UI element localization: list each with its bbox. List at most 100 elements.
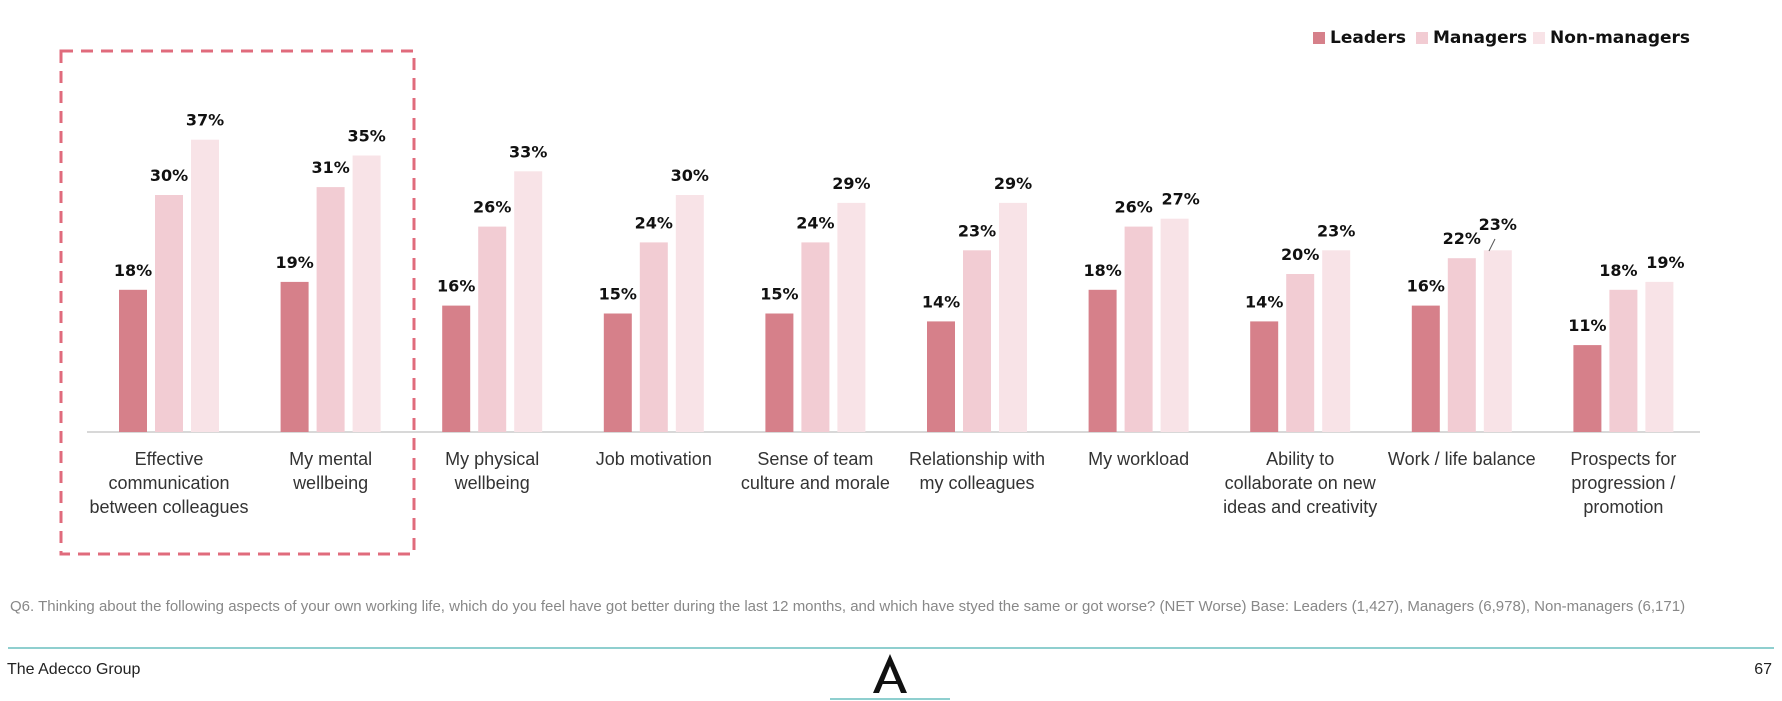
value-label-non-managers-9: 19% xyxy=(1646,253,1684,272)
bar-non-managers-9 xyxy=(1645,281,1674,432)
footnote: Q6. Thinking about the following aspects… xyxy=(10,598,1686,615)
page-number: 67 xyxy=(1754,661,1772,678)
category-label-line: culture and morale xyxy=(741,473,890,493)
category-label-line: Ability to xyxy=(1266,449,1334,469)
bar-non-managers-2 xyxy=(514,171,543,433)
bar-leaders-3 xyxy=(603,313,632,432)
category-label-line: wellbeing xyxy=(454,473,530,493)
bar-leaders-7 xyxy=(1250,321,1279,432)
category-label-6: My workload xyxy=(1088,449,1189,469)
category-label-0: Effective communication between colleagues xyxy=(89,449,248,517)
legend-swatch-managers xyxy=(1416,32,1428,44)
category-label-line: Work / life balance xyxy=(1388,449,1536,469)
category-label-line: Job motivation xyxy=(596,449,712,469)
bar-leaders-0 xyxy=(119,289,147,432)
value-label-leaders-7: 14% xyxy=(1245,292,1283,311)
bar-non-managers-0 xyxy=(191,139,219,432)
category-label-8: Work / life balance xyxy=(1388,449,1536,469)
bar-managers-3 xyxy=(639,242,668,432)
bar-managers-6 xyxy=(1124,226,1153,432)
value-label-non-managers-2: 33% xyxy=(509,142,547,161)
value-label-managers-8: 22% xyxy=(1443,229,1481,248)
bar-non-managers-7 xyxy=(1322,250,1351,432)
value-label-managers-3: 24% xyxy=(635,213,673,232)
bar-managers-4 xyxy=(801,242,830,432)
value-label-leaders-4: 15% xyxy=(760,285,798,304)
value-label-managers-7: 20% xyxy=(1281,245,1319,264)
category-label-line: Effective xyxy=(135,449,204,469)
legend-label-leaders: Leaders xyxy=(1330,28,1406,48)
value-label-managers-9: 18% xyxy=(1599,261,1637,280)
value-label-non-managers-7: 23% xyxy=(1317,221,1355,240)
bar-managers-5 xyxy=(963,250,991,432)
legend-swatch-non-managers xyxy=(1533,32,1545,44)
bar-non-managers-8 xyxy=(1483,250,1512,432)
value-label-non-managers-1: 35% xyxy=(347,127,385,146)
value-label-non-managers-8: 23% xyxy=(1479,215,1517,234)
value-label-non-managers-5: 29% xyxy=(994,174,1032,193)
category-label-line: wellbeing xyxy=(292,473,368,493)
category-label-line: between colleagues xyxy=(89,497,248,517)
highlight-box xyxy=(59,49,416,556)
value-label-leaders-9: 11% xyxy=(1568,316,1606,335)
value-label-managers-0: 30% xyxy=(150,166,188,185)
bar-non-managers-5 xyxy=(999,202,1027,432)
logo-underline xyxy=(830,698,950,700)
category-label-line: promotion xyxy=(1583,497,1663,517)
category-label-line: Prospects for xyxy=(1570,449,1676,469)
bar-non-managers-6 xyxy=(1160,218,1189,432)
category-label-line: collaborate on new xyxy=(1225,473,1377,493)
value-label-leaders-0: 18% xyxy=(114,261,152,280)
footer-divider xyxy=(8,647,1774,649)
label-leader-line xyxy=(1488,238,1496,252)
value-label-leaders-8: 16% xyxy=(1407,277,1445,296)
bar-non-managers-3 xyxy=(675,195,704,432)
bar-leaders-2 xyxy=(442,305,471,432)
bar-leaders-4 xyxy=(765,313,794,432)
legend-label-managers: Managers xyxy=(1433,28,1527,48)
value-label-non-managers-3: 30% xyxy=(671,166,709,185)
adecco-logo-icon xyxy=(873,654,907,693)
bar-leaders-1 xyxy=(280,281,309,432)
legend: Leaders Managers Non-managers xyxy=(1313,28,1690,48)
category-label-7: Ability to collaborate on new ideas and cr… xyxy=(1223,449,1377,517)
value-label-managers-2: 26% xyxy=(473,198,511,217)
category-label-line: my colleagues xyxy=(919,473,1034,493)
category-label-2: My physical wellbeing xyxy=(445,449,539,493)
category-label-9: Prospects for progression / promotion xyxy=(1570,449,1676,517)
category-label-line: My mental xyxy=(289,449,372,469)
legend-label-non-managers: Non-managers xyxy=(1550,28,1690,48)
value-label-managers-6: 26% xyxy=(1114,198,1152,217)
bar-leaders-6 xyxy=(1088,289,1117,432)
category-label-line: progression / xyxy=(1571,473,1675,493)
value-label-non-managers-4: 29% xyxy=(832,174,870,193)
category-label-line: Relationship with xyxy=(909,449,1045,469)
bar-managers-8 xyxy=(1447,258,1476,432)
value-label-leaders-3: 15% xyxy=(599,285,637,304)
category-label-line: My workload xyxy=(1088,449,1189,469)
value-label-managers-5: 23% xyxy=(958,221,996,240)
bar-non-managers-4 xyxy=(837,202,866,432)
bar-leaders-9 xyxy=(1573,345,1602,432)
category-label-line: ideas and creativity xyxy=(1223,497,1377,517)
legend-swatch-leaders xyxy=(1313,32,1325,44)
bar-managers-9 xyxy=(1609,289,1638,432)
value-label-leaders-5: 14% xyxy=(922,292,960,311)
bar-leaders-8 xyxy=(1411,305,1440,432)
value-label-leaders-2: 16% xyxy=(437,277,475,296)
value-label-managers-1: 31% xyxy=(311,158,349,177)
category-label-line: My physical xyxy=(445,449,539,469)
value-label-leaders-1: 19% xyxy=(275,253,313,272)
category-label-4: Sense of team culture and morale xyxy=(741,449,890,493)
category-label-3: Job motivation xyxy=(596,449,712,469)
category-label-5: Relationship with my colleagues xyxy=(909,449,1045,493)
category-label-line: Sense of team xyxy=(757,449,873,469)
bar-managers-7 xyxy=(1286,274,1315,432)
bar-managers-0 xyxy=(155,195,183,432)
category-label-line: communication xyxy=(108,473,229,493)
value-label-leaders-6: 18% xyxy=(1083,261,1121,280)
value-label-managers-4: 24% xyxy=(796,213,834,232)
value-label-non-managers-0: 37% xyxy=(186,111,224,130)
bar-managers-2 xyxy=(478,226,507,432)
